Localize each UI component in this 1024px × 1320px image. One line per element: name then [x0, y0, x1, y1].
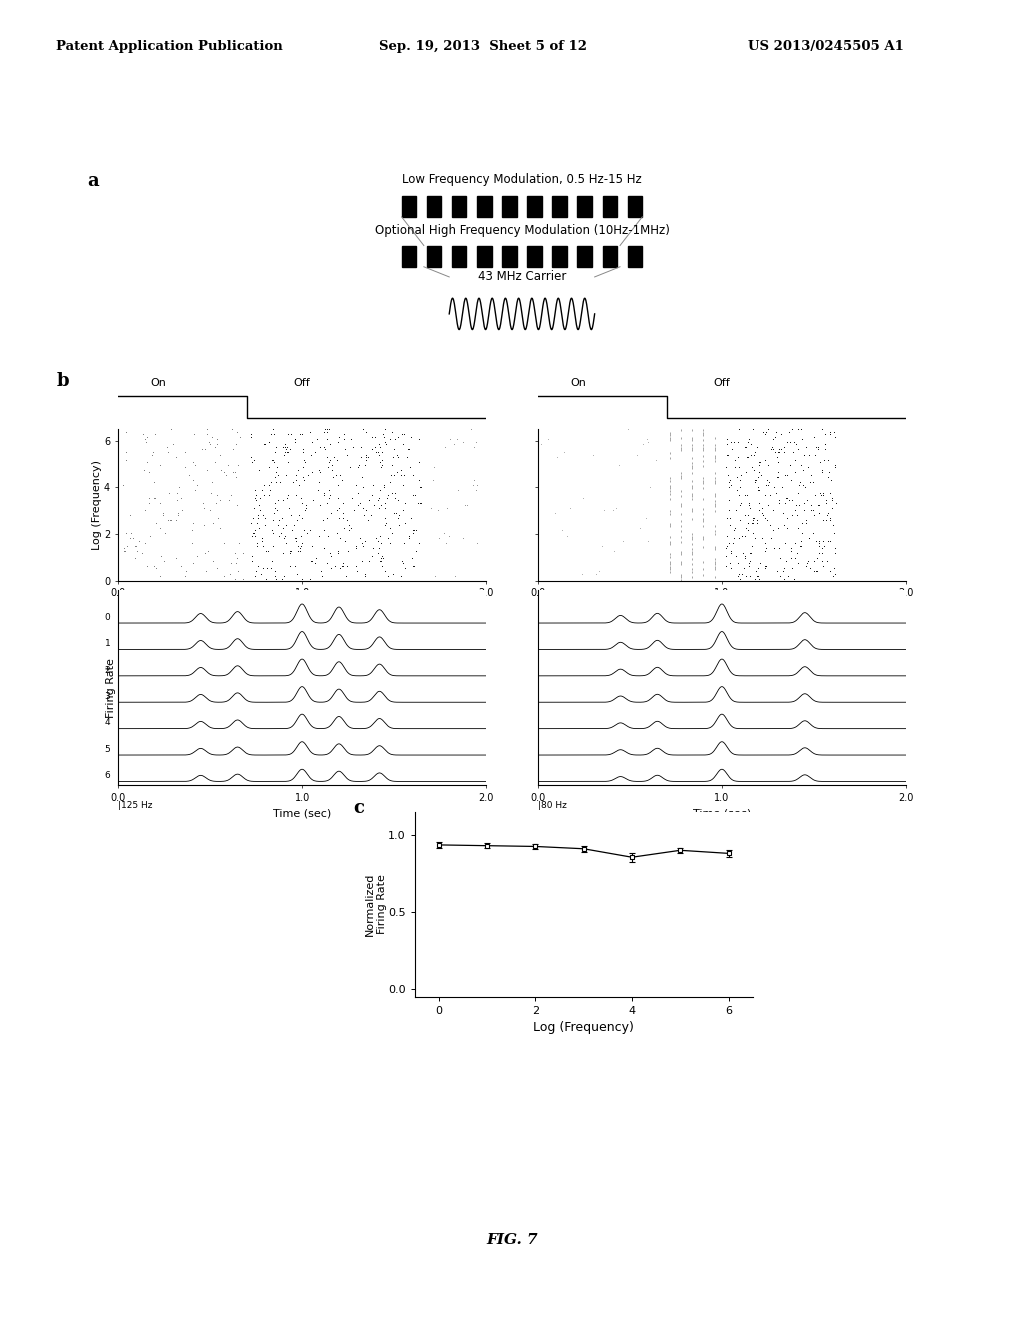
- Y-axis label: Firing Rate: Firing Rate: [106, 657, 117, 718]
- Bar: [427, 195, 441, 216]
- Text: Off: Off: [294, 379, 310, 388]
- Text: |125 Hz: |125 Hz: [118, 801, 153, 810]
- Text: On: On: [151, 379, 166, 388]
- Bar: [452, 246, 467, 267]
- X-axis label: Time (sec): Time (sec): [693, 809, 751, 818]
- Y-axis label: Log (Frequency): Log (Frequency): [92, 459, 102, 550]
- Bar: [401, 195, 416, 216]
- Bar: [552, 195, 567, 216]
- Bar: [401, 246, 416, 267]
- Text: 6: 6: [104, 771, 111, 780]
- Bar: [527, 246, 542, 267]
- Bar: [477, 246, 492, 267]
- Bar: [502, 246, 517, 267]
- Bar: [502, 195, 517, 216]
- Bar: [552, 246, 567, 267]
- Bar: [578, 246, 592, 267]
- Bar: [427, 246, 441, 267]
- Bar: [452, 195, 467, 216]
- Text: US 2013/0245505 A1: US 2013/0245505 A1: [748, 40, 903, 53]
- Text: a: a: [87, 172, 98, 190]
- Text: 43 MHz Carrier: 43 MHz Carrier: [478, 271, 566, 284]
- Text: Off: Off: [714, 379, 730, 388]
- Text: 4: 4: [104, 718, 111, 727]
- Text: Sep. 19, 2013  Sheet 5 of 12: Sep. 19, 2013 Sheet 5 of 12: [379, 40, 587, 53]
- Text: FIG. 7: FIG. 7: [486, 1233, 538, 1247]
- Y-axis label: Normalized
Firing Rate: Normalized Firing Rate: [366, 873, 387, 936]
- Text: 1: 1: [104, 639, 111, 648]
- Bar: [477, 195, 492, 216]
- Bar: [527, 195, 542, 216]
- Bar: [602, 195, 617, 216]
- Text: Patent Application Publication: Patent Application Publication: [56, 40, 283, 53]
- Text: On: On: [570, 379, 586, 388]
- X-axis label: Time (sec): Time (sec): [273, 809, 331, 818]
- Bar: [628, 246, 642, 267]
- X-axis label: Log (Frequency): Log (Frequency): [534, 1022, 634, 1034]
- Bar: [602, 246, 617, 267]
- Text: 2: 2: [104, 665, 111, 675]
- Text: Optional High Frequency Modulation (10Hz-1MHz): Optional High Frequency Modulation (10Hz…: [375, 224, 670, 238]
- Text: |80 Hz: |80 Hz: [538, 801, 566, 810]
- Text: 0: 0: [104, 612, 111, 622]
- Text: c: c: [353, 799, 365, 817]
- Bar: [578, 195, 592, 216]
- Text: b: b: [56, 372, 69, 391]
- Text: 3: 3: [104, 692, 111, 701]
- Text: Low Frequency Modulation, 0.5 Hz-15 Hz: Low Frequency Modulation, 0.5 Hz-15 Hz: [402, 173, 642, 186]
- Text: 5: 5: [104, 744, 111, 754]
- Bar: [628, 195, 642, 216]
